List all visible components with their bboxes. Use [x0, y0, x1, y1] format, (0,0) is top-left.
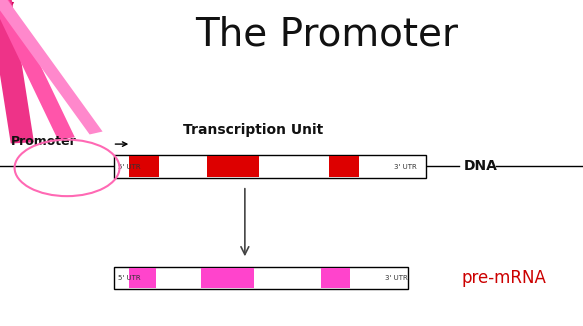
Text: The Promoter: The Promoter: [195, 15, 458, 53]
Polygon shape: [0, 0, 12, 143]
Bar: [114, 155, 426, 178]
Polygon shape: [0, 0, 14, 141]
Text: DNA: DNA: [463, 159, 497, 173]
Polygon shape: [0, 0, 34, 143]
Polygon shape: [0, 0, 75, 140]
Text: pre-mRNA: pre-mRNA: [462, 269, 547, 287]
Bar: [114, 267, 408, 289]
Text: Transcription Unit: Transcription Unit: [184, 124, 324, 137]
Text: 3' UTR: 3' UTR: [394, 164, 416, 170]
Text: Promoter: Promoter: [11, 135, 76, 148]
Text: 5' UTR: 5' UTR: [118, 164, 141, 170]
Bar: [321, 268, 350, 288]
Polygon shape: [0, 0, 103, 134]
Text: 5' UTR: 5' UTR: [118, 275, 141, 281]
Text: 3' UTR: 3' UTR: [385, 275, 408, 281]
Bar: [207, 156, 259, 177]
Bar: [329, 156, 359, 177]
Bar: [201, 268, 254, 288]
Bar: [129, 156, 159, 177]
Bar: [129, 268, 156, 288]
